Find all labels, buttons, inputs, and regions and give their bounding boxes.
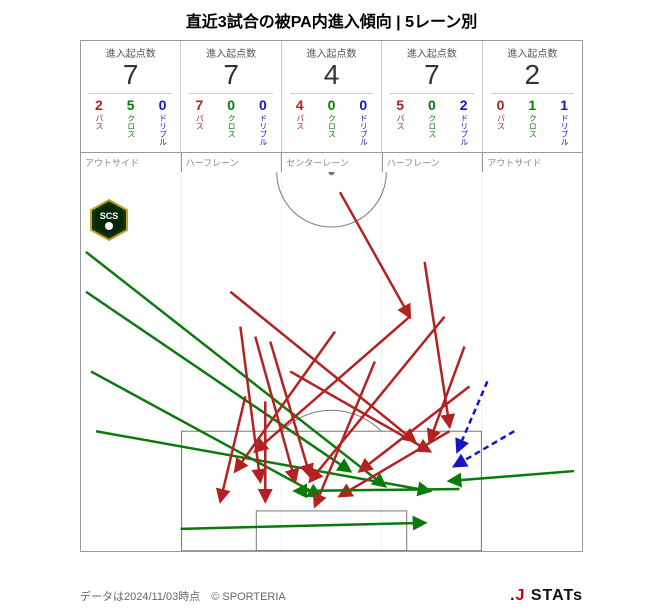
footer-credit: データは2024/11/03時点 © SPORTERIA — [80, 588, 286, 604]
arrow-pass — [290, 371, 429, 451]
pitch: SCS — [80, 172, 583, 552]
arrow-pass — [230, 292, 414, 441]
lane-stat: 進入起点数 2 0パス 1クロス 1ドリブル — [483, 41, 582, 152]
arrow-pass — [425, 262, 450, 426]
stat-total: 4 — [290, 60, 373, 94]
lane-stat: 進入起点数 7 5パス 0クロス 2ドリブル — [382, 41, 482, 152]
arrow-cross — [96, 431, 430, 491]
chart-title: 直近3試合の被PA内進入傾向 | 5レーン別 — [0, 0, 663, 40]
stat-breakdown: 2パス 5クロス 0ドリブル — [83, 98, 178, 146]
lane-name: アウトサイド — [80, 153, 181, 172]
chart-container: 直近3試合の被PA内進入傾向 | 5レーン別 進入起点数 7 2パス 5クロス … — [0, 0, 663, 611]
stat-breakdown: 7パス 0クロス 0ドリブル — [183, 98, 278, 146]
lane-stat: 進入起点数 4 4パス 0クロス 0ドリブル — [282, 41, 382, 152]
lane-stat: 進入起点数 7 7パス 0クロス 0ドリブル — [181, 41, 281, 152]
stat-total: 7 — [89, 60, 172, 94]
lane-name: ハーフレーン — [181, 153, 282, 172]
stat-label: 進入起点数 — [485, 45, 580, 60]
lane-stat: 進入起点数 7 2パス 5クロス 0ドリブル — [81, 41, 181, 152]
lane-stats-row: 進入起点数 7 2パス 5クロス 0ドリブル 進入起点数 7 7パス 0クロス … — [80, 40, 583, 153]
pitch-wrap: アウトサイドハーフレーンセンターレーンハーフレーンアウトサイド SCS — [80, 153, 583, 552]
stat-breakdown: 5パス 0クロス 2ドリブル — [384, 98, 479, 146]
footer: データは2024/11/03時点 © SPORTERIA .J STATs — [0, 587, 663, 605]
lane-name: アウトサイド — [482, 153, 583, 172]
stat-label: 進入起点数 — [384, 45, 479, 60]
arrow-cross — [181, 523, 425, 529]
stat-total: 2 — [491, 60, 574, 94]
stat-breakdown: 4パス 0クロス 0ドリブル — [284, 98, 379, 146]
lane-name: ハーフレーン — [382, 153, 483, 172]
stat-total: 7 — [189, 60, 272, 94]
arrow-pass — [220, 396, 245, 501]
stat-label: 進入起点数 — [183, 45, 278, 60]
pitch-svg — [81, 172, 582, 551]
stat-total: 7 — [390, 60, 473, 94]
lane-name: センターレーン — [281, 153, 382, 172]
lane-names-row: アウトサイドハーフレーンセンターレーンハーフレーンアウトサイド — [80, 153, 583, 172]
arrow-cross — [86, 292, 350, 471]
arrow-cross — [450, 471, 575, 481]
stat-breakdown: 0パス 1クロス 1ドリブル — [485, 98, 580, 146]
arrow-cross — [295, 489, 459, 491]
footer-logo: .J STATs — [510, 587, 583, 605]
stat-label: 進入起点数 — [83, 45, 178, 60]
stat-label: 進入起点数 — [284, 45, 379, 60]
arrow-pass — [340, 192, 410, 317]
